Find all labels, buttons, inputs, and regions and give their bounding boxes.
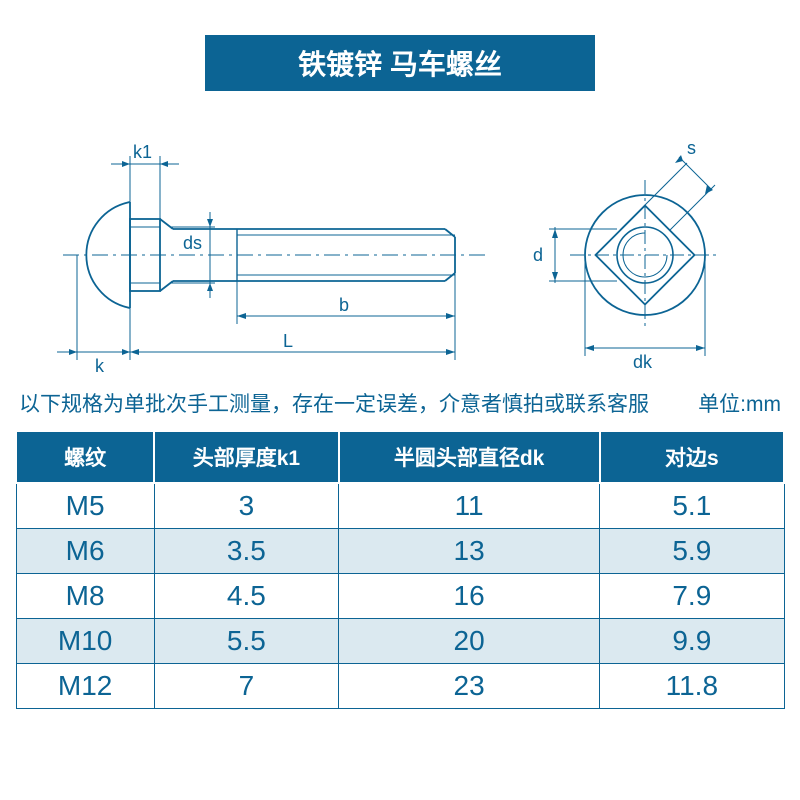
measurement-note: 以下规格为单批次手工测量，存在一定误差，介意者慎拍或联系客服 <box>19 388 649 418</box>
table-row: M63.5135.9 <box>16 529 784 574</box>
table-header: 对边s <box>600 431 784 483</box>
table-cell: M10 <box>16 619 154 664</box>
bolt-diagram: k1 ds b L <box>15 116 785 378</box>
table-cell: 4.5 <box>154 574 338 619</box>
dim-label-d: d <box>533 245 543 265</box>
table-cell: 5.5 <box>154 619 338 664</box>
table-cell: M5 <box>16 483 154 529</box>
table-cell: 3 <box>154 483 338 529</box>
table-cell: 9.9 <box>600 619 784 664</box>
page-title: 铁镀锌 马车螺丝 <box>205 35 595 91</box>
dim-label-k1: k1 <box>133 142 152 162</box>
dim-label-L: L <box>283 331 293 351</box>
dim-label-ds: ds <box>183 233 202 253</box>
table-cell: 23 <box>339 664 600 709</box>
table-header: 螺纹 <box>16 431 154 483</box>
table-cell: 13 <box>339 529 600 574</box>
table-row: M53115.1 <box>16 483 784 529</box>
table-header: 头部厚度k1 <box>154 431 338 483</box>
table-cell: 11.8 <box>600 664 784 709</box>
table-cell: 11 <box>339 483 600 529</box>
table-cell: 7.9 <box>600 574 784 619</box>
dim-label-k: k <box>95 356 105 376</box>
table-row: M105.5209.9 <box>16 619 784 664</box>
table-header: 半圆头部直径dk <box>339 431 600 483</box>
table-cell: 3.5 <box>154 529 338 574</box>
table-cell: 7 <box>154 664 338 709</box>
table-cell: 20 <box>339 619 600 664</box>
table-cell: M6 <box>16 529 154 574</box>
table-row: M1272311.8 <box>16 664 784 709</box>
table-cell: 5.9 <box>600 529 784 574</box>
unit-label: 单位:mm <box>698 388 781 418</box>
dim-label-dk: dk <box>633 352 653 372</box>
table-cell: M8 <box>16 574 154 619</box>
table-row: M84.5167.9 <box>16 574 784 619</box>
dim-label-s: s <box>687 138 696 158</box>
spec-table: 螺纹头部厚度k1半圆头部直径dk对边s M53115.1M63.5135.9M8… <box>15 430 785 709</box>
table-cell: 5.1 <box>600 483 784 529</box>
table-cell: M12 <box>16 664 154 709</box>
table-cell: 16 <box>339 574 600 619</box>
dim-label-b: b <box>339 295 349 315</box>
